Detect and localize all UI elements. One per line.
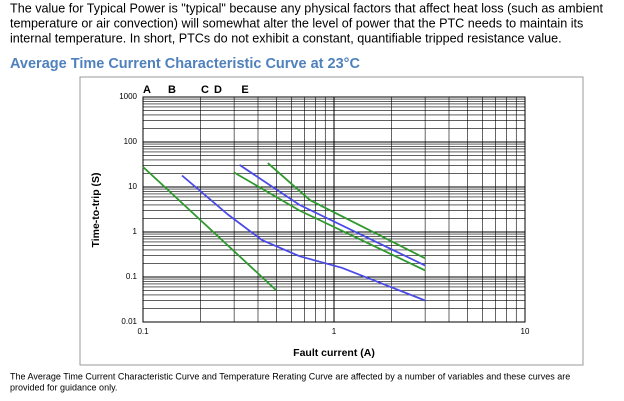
- y-tick-label: 0.01: [121, 317, 137, 326]
- caption-line: provided for guidance only.: [10, 382, 117, 392]
- y-tick-label: 1000: [119, 92, 137, 101]
- curve: [142, 166, 278, 292]
- paragraph-line: The value for Typical Power is "typical"…: [10, 1, 603, 15]
- section-heading: Average Time Current Characteristic Curv…: [10, 56, 360, 72]
- y-tick-label: 0.1: [126, 272, 138, 281]
- curve-label: D: [214, 84, 222, 96]
- paragraph-line: temperature or air convection) will some…: [10, 16, 583, 30]
- curve-label: E: [241, 84, 248, 96]
- x-tick-label: 10: [521, 327, 530, 336]
- curve: [181, 174, 426, 302]
- x-tick-label: 0.1: [137, 327, 149, 336]
- curve: [267, 162, 426, 260]
- curve-label: C: [201, 84, 209, 96]
- curve-label: B: [168, 84, 176, 96]
- curve: [239, 164, 426, 267]
- caption-line: The Average Time Current Characteristic …: [10, 371, 570, 381]
- y-tick-label: 10: [128, 182, 137, 191]
- paragraph-line: internal temperature. In short, PTCs do …: [10, 31, 562, 45]
- y-tick-label: 1: [133, 227, 138, 236]
- x-axis-label: Fault current (A): [293, 347, 375, 359]
- curve: [233, 171, 426, 272]
- x-tick-label: 1: [332, 327, 337, 336]
- y-axis-label: Time-to-trip (S): [90, 172, 102, 247]
- curve-label: A: [143, 84, 151, 96]
- y-tick-label: 100: [124, 137, 138, 146]
